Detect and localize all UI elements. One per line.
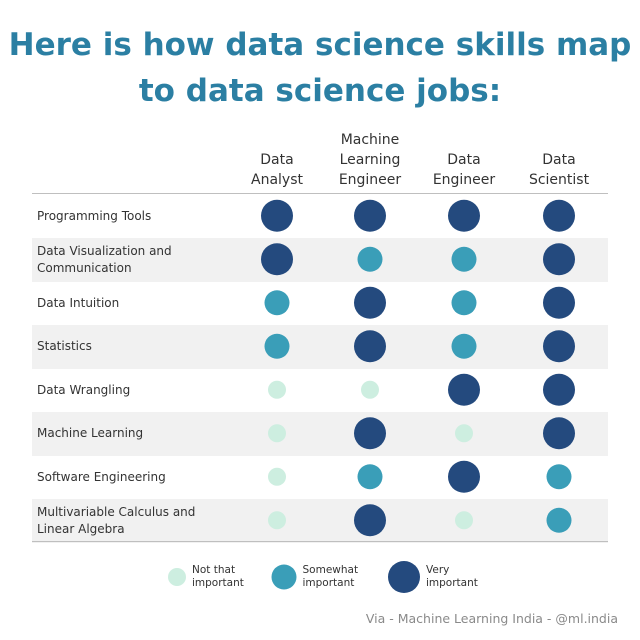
dot-machine-learning-machine-learning-engineer — [354, 417, 386, 450]
column-header-line: Engineer — [432, 172, 496, 188]
dot-data-intuition-data-analyst — [264, 290, 290, 316]
row-label-line: Software Engineering — [37, 469, 166, 484]
column-header-machine-learning-engineer: Machine Learning Engineer — [315, 130, 425, 190]
table-row: Statistics — [32, 324, 608, 369]
dot-software-engineering-data-engineer — [448, 460, 480, 493]
table-bottom-rule — [32, 541, 608, 542]
row-label-line: Multivariable Calculus and — [37, 504, 196, 519]
column-header-line: Scientist — [528, 172, 590, 188]
legend-swatch-somewhat-important — [271, 564, 297, 590]
dot-data-visualization-and-communication-data-engineer — [451, 246, 477, 272]
legend-label-not-that-important: Not that important — [192, 564, 244, 590]
row-label-statistics: Statistics — [37, 325, 227, 369]
legend-label-very-important: Very important — [426, 564, 478, 590]
dot-statistics-data-engineer — [451, 333, 477, 359]
column-header-line: Learning — [339, 152, 401, 168]
column-header-line: Engineer — [338, 172, 402, 188]
row-label-line: Data Intuition — [37, 295, 120, 310]
dot-statistics-machine-learning-engineer — [354, 330, 386, 363]
row-label-line: Programming Tools — [37, 208, 152, 223]
row-label-line: Statistics — [37, 339, 92, 353]
page-title: Here is how data science skills map to d… — [8, 27, 632, 109]
dot-data-wrangling-machine-learning-engineer — [361, 380, 379, 399]
legend-label-line: important — [302, 577, 355, 589]
row-label-line: Communication — [37, 260, 132, 275]
table-row: Data Wrangling — [32, 368, 608, 412]
footer-credit: Via - Machine Learning India - @ml.india — [365, 611, 618, 626]
row-label-software-engineering: Software Engineering — [37, 455, 227, 499]
dot-programming-tools-machine-learning-engineer — [354, 199, 386, 232]
column-header-line: Data — [542, 152, 576, 168]
column-header-data-engineer: Data Engineer — [409, 130, 519, 190]
legend-label-somewhat-important: Somewhat important — [303, 564, 359, 590]
table-row: Software Engineering — [32, 455, 608, 499]
row-label-line: Linear Algebra — [37, 521, 125, 536]
dot-data-wrangling-data-analyst — [268, 380, 286, 399]
row-label-data-wrangling: Data Wrangling — [37, 368, 227, 412]
column-header-data-analyst: Data Analyst — [222, 130, 332, 190]
dot-programming-tools-data-scientist — [543, 199, 575, 232]
dot-multivariable-calculus-and-linear-algebra-machine-learning-engineer — [354, 504, 386, 537]
column-header-line: Data — [260, 152, 294, 168]
dot-multivariable-calculus-and-linear-algebra-data-engineer — [455, 511, 473, 530]
dot-data-visualization-and-communication-data-scientist — [543, 243, 575, 276]
dot-multivariable-calculus-and-linear-algebra-data-scientist — [546, 507, 572, 533]
legend-label-line: Not that — [192, 564, 236, 576]
row-label-data-visualization-and-communication: Data Visualization and Communication — [37, 238, 227, 282]
dot-multivariable-calculus-and-linear-algebra-data-analyst — [268, 511, 286, 530]
table-row: Multivariable Calculus and Linear Algebra — [32, 498, 608, 543]
dot-software-engineering-machine-learning-engineer — [357, 464, 383, 490]
dot-data-intuition-data-scientist — [543, 286, 575, 319]
table-row: Machine Learning — [32, 411, 608, 456]
row-label-programming-tools: Programming Tools — [37, 194, 227, 238]
column-header-line: Machine — [340, 132, 400, 148]
dot-machine-learning-data-engineer — [455, 424, 473, 443]
dot-data-visualization-and-communication-machine-learning-engineer — [357, 246, 383, 272]
table-row: Programming Tools — [32, 194, 608, 238]
dot-programming-tools-data-analyst — [261, 199, 293, 232]
row-label-line: Data Wrangling — [37, 382, 131, 397]
dot-machine-learning-data-analyst — [268, 424, 286, 443]
dot-machine-learning-data-scientist — [543, 417, 575, 450]
legend-label-line: Very — [426, 564, 450, 576]
table-top-rule — [32, 193, 608, 194]
legend-label-line: Somewhat — [302, 564, 359, 576]
legend-swatch-not-that-important — [168, 568, 186, 586]
dot-data-intuition-data-engineer — [451, 290, 477, 316]
table-row: Data Visualization and Communication — [32, 237, 608, 282]
dot-data-wrangling-data-engineer — [448, 373, 480, 406]
dot-software-engineering-data-scientist — [546, 464, 572, 490]
legend-label-line: important — [192, 577, 244, 589]
table-row: Data Intuition — [32, 281, 608, 325]
legend-swatch-very-important — [388, 561, 420, 593]
dot-data-intuition-machine-learning-engineer — [354, 286, 386, 319]
column-header-line: Analyst — [251, 172, 303, 188]
dot-data-wrangling-data-scientist — [543, 373, 575, 406]
column-header-data-scientist: Data Scientist — [504, 130, 614, 190]
dot-statistics-data-scientist — [543, 330, 575, 363]
dot-data-visualization-and-communication-data-analyst — [261, 243, 293, 276]
dot-software-engineering-data-analyst — [268, 467, 286, 486]
row-label-machine-learning: Machine Learning — [37, 412, 227, 456]
legend-label-line: important — [426, 577, 478, 589]
dot-statistics-data-analyst — [264, 333, 290, 359]
dot-programming-tools-data-engineer — [448, 199, 480, 232]
column-header-line: Data — [447, 152, 481, 168]
row-label-line: Machine Learning — [37, 426, 144, 440]
row-label-data-intuition: Data Intuition — [37, 281, 227, 325]
row-label-multivariable-calculus-and-linear-algebra: Multivariable Calculus and Linear Algebra — [37, 499, 227, 543]
row-label-line: Data Visualization and — [37, 243, 172, 258]
